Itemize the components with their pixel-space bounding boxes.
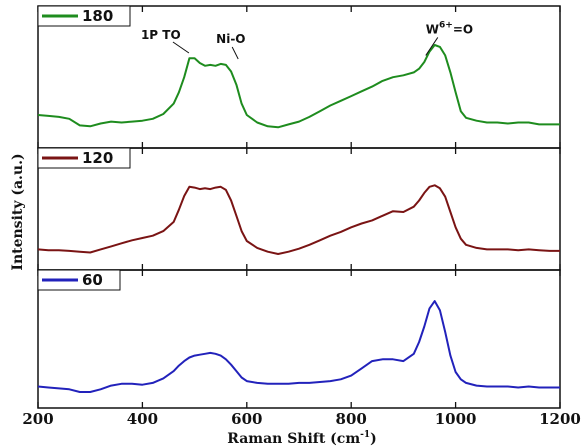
legend-180: 180: [37, 5, 131, 27]
legend-box: [37, 269, 121, 291]
x-axis: 200 400 600 800 1000 1200: [22, 410, 581, 428]
annotation-arrow: [231, 46, 239, 60]
legend-label: 60: [82, 271, 103, 289]
annotation-tail: =O: [453, 22, 473, 36]
annotation-sup: 6+: [439, 20, 453, 30]
panel-180: 180 1P TO Ni-O W6+=O: [37, 5, 561, 149]
x-axis-label-main: Raman Shift (cm: [227, 431, 360, 447]
panel-60: 60: [37, 269, 561, 409]
legend-120: 120: [37, 147, 131, 169]
annotation-text: Ni-O: [216, 32, 245, 46]
legend-label: 180: [82, 7, 113, 25]
series-line-60: [37, 300, 560, 393]
x-tick-label: 200: [22, 410, 53, 428]
panel-120: 120: [37, 147, 561, 271]
legend-label: 120: [82, 149, 113, 167]
annotation-text: 1P TO: [141, 28, 181, 42]
annotation-label: Ni-O: [216, 32, 245, 46]
annotation-label: W6+=O: [426, 20, 473, 36]
x-axis-label-sup: -1: [360, 430, 370, 440]
annotation-text: W: [426, 22, 439, 36]
annotation-label: 1P TO: [141, 28, 181, 42]
x-axis-label: Raman Shift (cm-1): [227, 430, 377, 447]
series-line-120: [37, 184, 560, 255]
x-tick-label: 1000: [435, 410, 477, 428]
x-tick-label: 400: [127, 410, 158, 428]
panel-frame: [37, 5, 561, 149]
x-tick-label: 800: [336, 410, 367, 428]
x-tick-label: 600: [231, 410, 262, 428]
annotation-arrow: [425, 37, 439, 56]
legend-60: 60: [37, 269, 121, 291]
legend-box: [37, 147, 131, 169]
x-axis-label-tail: ): [370, 431, 377, 447]
panels-layer: 180 1P TO Ni-O W6+=O 120 60: [37, 5, 561, 409]
panel-frame: [37, 269, 561, 409]
legend-box: [37, 5, 131, 27]
y-axis-label: Intensity (a.u.): [10, 153, 26, 270]
series-line-180: [37, 44, 560, 129]
annotation-arrow: [172, 41, 190, 54]
x-tick-label: 1200: [539, 410, 581, 428]
